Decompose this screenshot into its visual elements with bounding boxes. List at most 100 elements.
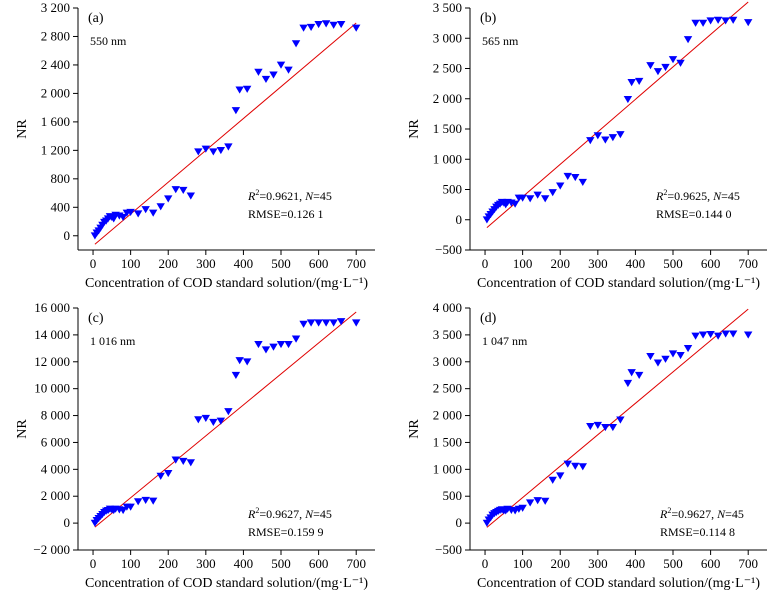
y-tick-label: 4 000: [41, 461, 70, 476]
data-point: [314, 21, 323, 29]
data-point: [601, 424, 610, 432]
x-tick-label: 700: [738, 556, 758, 571]
y-tick-label: 400: [51, 199, 71, 214]
data-point: [235, 86, 244, 94]
data-point: [661, 355, 670, 363]
data-point: [156, 203, 165, 211]
data-point: [284, 66, 293, 74]
data-point: [698, 331, 708, 339]
fit-line: [94, 22, 357, 245]
y-tick-label: 1 000: [433, 461, 462, 476]
data-point: [201, 414, 211, 423]
rmse-stat: RMSE=0.144 0: [656, 207, 731, 221]
x-tick-label: 100: [121, 556, 141, 571]
data-point: [608, 424, 618, 432]
y-tick-label: −2 000: [33, 542, 70, 557]
y-tick-label: 14 000: [34, 327, 70, 342]
data-point: [299, 24, 308, 32]
y-tick-label: 12 000: [34, 354, 70, 369]
y-tick-label: 2 800: [41, 28, 70, 43]
y-tick-label: 4 000: [433, 300, 462, 315]
data-point: [194, 416, 203, 424]
data-point: [706, 17, 715, 25]
data-point: [646, 62, 655, 70]
y-tick-label: 2 000: [41, 488, 70, 503]
x-tick-label: 300: [196, 256, 216, 271]
data-point: [336, 318, 346, 326]
data-point: [623, 379, 633, 388]
data-point: [261, 346, 271, 354]
y-tick-label: 1 500: [433, 434, 462, 449]
x-tick-label: 200: [158, 556, 178, 571]
data-point: [556, 472, 565, 480]
y-tick-label: 1 000: [433, 151, 462, 166]
y-tick-label: 16 000: [34, 300, 70, 315]
data-point: [224, 408, 233, 416]
data-point: [518, 194, 527, 202]
data-point: [533, 497, 542, 505]
x-tick-label: 300: [196, 556, 216, 571]
panel-label: (c): [88, 311, 104, 326]
r2-stat: R2=0.9625, N=45: [655, 188, 740, 203]
x-tick-label: 600: [701, 256, 721, 271]
x-tick-label: 400: [234, 256, 254, 271]
data-point: [284, 340, 293, 349]
data-point: [586, 137, 595, 145]
x-axis-title: Concentration of COD standard solution/(…: [85, 276, 368, 291]
data-point: [634, 77, 644, 85]
data-point: [118, 506, 128, 515]
data-point: [126, 503, 135, 511]
rmse-stat: RMSE=0.114 8: [660, 525, 735, 539]
x-tick-label: 0: [90, 556, 97, 571]
x-tick-label: 100: [121, 256, 141, 271]
wavelength-label: 1 047 nm: [482, 334, 528, 348]
data-point: [623, 95, 633, 104]
y-tick-label: 0: [64, 515, 71, 530]
data-point: [231, 371, 241, 380]
chart-panel-b: −500 0 500 1 000 1 500 2 000 2 500 3 000 3 500 0 1…: [407, 0, 767, 291]
data-point: [164, 470, 173, 478]
data-point: [683, 344, 693, 353]
data-point: [601, 136, 610, 144]
chart-panel-d: −500 0 500 1 000 1 500 2 000 2 500 3 000 3 500 4 …: [407, 300, 767, 591]
data-point: [156, 472, 165, 480]
data-point: [352, 24, 361, 32]
data-point: [141, 206, 150, 214]
data-point: [548, 476, 557, 484]
x-tick-label: 300: [588, 256, 608, 271]
data-point: [683, 36, 693, 44]
data-point: [713, 16, 723, 24]
data-point: [171, 456, 180, 464]
data-point: [540, 195, 550, 203]
data-point: [209, 148, 218, 156]
data-point: [276, 340, 286, 349]
data-point: [593, 421, 603, 430]
data-point: [148, 209, 158, 217]
data-point: [306, 319, 316, 327]
y-axis-title: NR: [407, 419, 422, 439]
y-tick-label: 2 500: [433, 381, 462, 396]
data-point: [744, 19, 753, 27]
y-tick-label: 3 500: [433, 0, 462, 15]
y-tick-label: 1 200: [41, 142, 70, 157]
x-tick-label: 200: [158, 256, 178, 271]
x-tick-label: 400: [234, 556, 254, 571]
x-tick-label: 500: [271, 556, 291, 571]
data-point: [518, 504, 527, 512]
y-tick-label: 0: [456, 212, 463, 227]
data-point: [571, 174, 580, 182]
data-point: [556, 182, 565, 190]
x-tick-label: 200: [550, 556, 570, 571]
data-point: [352, 319, 361, 327]
x-tick-label: 600: [309, 256, 329, 271]
data-point: [563, 460, 572, 468]
data-point: [276, 61, 286, 69]
data-point: [548, 189, 557, 197]
wavelength-label: 1 016 nm: [90, 334, 136, 348]
y-tick-label: 2 500: [433, 61, 462, 76]
data-point: [653, 359, 663, 367]
data-point: [291, 335, 301, 343]
x-tick-label: 200: [550, 256, 570, 271]
data-point: [133, 498, 143, 506]
